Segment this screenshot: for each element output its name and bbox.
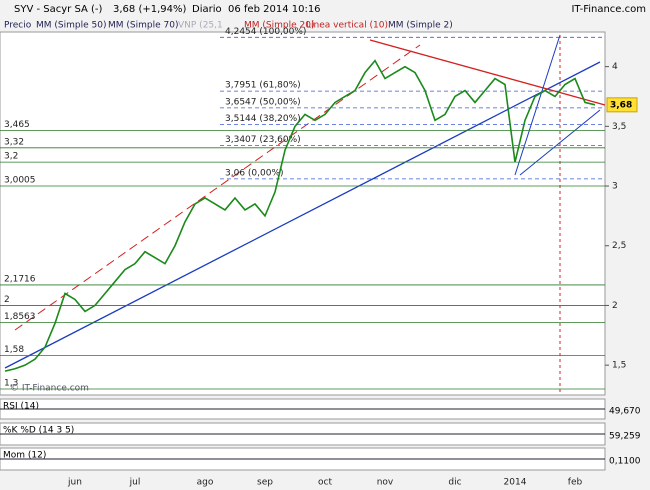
y-tick-label: 2 [612,301,618,311]
legend-entry: Precio [4,21,32,31]
y-tick-label: 3 [612,182,618,192]
legend-entry: MM (Simple 50) [36,21,106,31]
trend-line [514,34,561,176]
x-tick-label: sep [257,478,273,488]
last-price-label: 3,68 [610,100,632,110]
y-tick-label: 1,5 [612,361,626,371]
indicator-value: 0,1100 [609,457,641,467]
level-label: 3,2 [4,152,18,162]
fib-label: 3,7951 (61,80%) [225,81,301,91]
legend-entry: Línea vertical (10) [306,21,388,31]
indicator-label: RSI (14) [3,402,39,412]
legend-entry: MM (Simple 2) [388,21,453,31]
fib-label: 3,06 (0,00%) [225,168,284,178]
price-line [4,59,596,372]
level-label: 1,8563 [4,312,36,322]
y-tick-label: 2,5 [612,241,626,251]
x-tick-label: feb [568,478,583,488]
fib-label: 3,5144 (38,20%) [225,114,301,124]
fib-label: 4,2454 (100,00%) [225,27,306,37]
x-tick-label: jul [129,478,141,488]
x-tick-label: dic [448,478,461,488]
datetime: 06 feb 2014 10:16 [228,4,321,15]
level-label: 2,1716 [4,274,36,284]
fib-label: 3,3407 (23,60%) [225,135,301,145]
x-tick-label: 2014 [504,478,527,488]
x-tick-label: nov [377,478,394,488]
trend-line [4,61,601,369]
change: 3,68 (+1,94%) [113,4,186,15]
legend-entry: VNP (25,1 [178,21,223,31]
level-label: 3,0005 [4,175,36,185]
indicator-label: Mom (12) [3,451,46,461]
legend-entry: MM (Simple 20) [244,21,314,31]
indicator-value: 49,670 [609,407,641,417]
legend-entry: MM (Simple 70) [108,21,178,31]
trend-line [369,39,606,106]
x-tick-label: oct [318,478,332,488]
trend-line [519,109,601,176]
last-price-box [606,97,638,113]
level-label: 1,3 [4,379,18,389]
x-tick-label: ago [197,478,214,488]
plot-area [0,31,606,396]
indicator-label: %K %D (14 3 5) [3,426,74,436]
fib-label: 3,6547 (50,00%) [225,97,301,107]
level-label: 3,465 [4,120,30,130]
y-tick-label: 4 [612,62,618,72]
x-tick-label: jun [67,478,82,488]
indicator-value: 59,259 [609,432,641,442]
y-tick-label: 3,5 [612,122,626,132]
period: Diario [192,4,222,15]
level-label: 2 [4,295,10,305]
level-label: 3,32 [4,137,24,147]
title: SYV - Sacyr SA (-) [14,4,103,15]
brand: IT-Finance.com [571,4,646,15]
watermark: © IT-Finance.com [10,384,89,394]
level-label: 1,58 [4,345,24,355]
